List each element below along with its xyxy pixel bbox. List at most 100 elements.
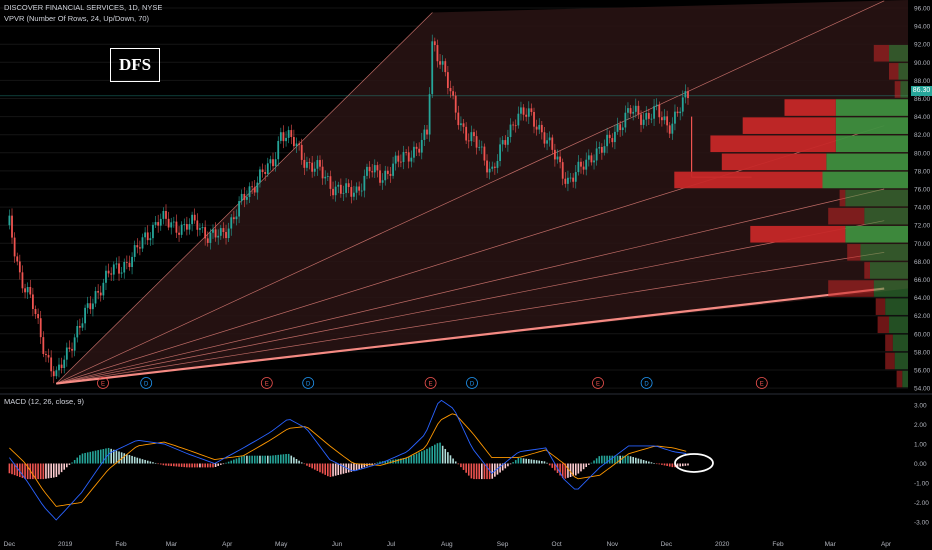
candle-body [180,224,183,235]
vpvr-up-bar [845,225,908,243]
time-axis-tick: Apr [222,541,233,548]
macd-histogram-bar [256,455,259,464]
macd-histogram-bar [139,458,141,464]
macd-histogram-bar [648,461,650,464]
macd-histogram-bar [569,463,572,478]
candle-body [467,140,470,142]
candle-body [661,117,663,121]
macd-histogram-bar [509,463,512,465]
macd-histogram-bar [447,452,449,464]
candle-body [303,159,306,168]
macd-histogram-bar [42,463,45,480]
candle-body [525,114,528,117]
dividend-marker [140,377,153,389]
candle-body [517,113,520,126]
candle-body [110,273,113,275]
candle-body [480,146,483,148]
candle-body [295,143,298,147]
macd-histogram-bar [546,462,548,464]
macd-histogram-bar [632,457,634,464]
macd-histogram-bar [191,463,193,468]
macd-histogram-bar [319,463,321,473]
event-marker-label: E [429,381,433,387]
candle-body [514,125,517,127]
macd-histogram-bar [167,463,170,466]
candle-body [676,111,679,114]
candle-body [611,138,614,143]
macd-histogram-bar [152,462,154,464]
vpvr-indicator-label[interactable]: VPVR (Number Of Rows, 24, Up/Down, 70) [4,14,150,23]
macd-histogram-bar [650,462,653,464]
candle-body [608,134,611,139]
candle-body [128,262,131,267]
macd-histogram-bar [303,463,306,465]
macd-histogram-bar [572,463,574,477]
macd-histogram-bar [186,463,188,468]
candle-body [251,186,254,188]
macd-histogram-bar [50,463,52,478]
candle-body [496,161,499,168]
time-axis-tick: Mar [166,541,178,548]
macd-histogram-bar [541,460,543,464]
macd-histogram-bar [154,462,157,464]
macd-histogram-bar [410,455,413,464]
dfs-logo: DFS [110,48,160,82]
price-axis-tick: 54.00 [914,386,931,393]
price-axis-tick: 82.00 [914,132,931,139]
price-axis-tick: 66.00 [914,277,931,284]
candle-body [185,224,188,230]
candle-body [540,124,543,133]
time-axis-tick: Jun [332,541,343,548]
candle-body [118,263,120,274]
candle-body [650,118,653,120]
candle-body [92,303,94,310]
macd-histogram-bar [554,463,556,471]
macd-histogram-bar [436,443,439,464]
candle-body [366,166,368,176]
candle-body [478,146,481,148]
candle-body [279,132,282,141]
dividend-marker [466,377,478,389]
vpvr-down-bar [721,153,827,171]
price-axis-tick: 88.00 [914,78,931,85]
price-axis-tick: 76.00 [914,187,931,194]
candle-body [538,124,541,130]
vpvr-down-bar [710,135,836,153]
event-marker-label: D [306,381,311,387]
macd-histogram-bar [601,455,603,464]
candle-body [120,272,123,274]
candle-body [264,172,267,174]
candle-body [645,113,648,120]
price-axis-tick: 74.00 [914,205,931,212]
macd-histogram-bar [287,453,290,464]
earnings-marker [755,377,768,389]
candle-body [535,126,538,130]
candle-body [292,137,295,147]
macd-histogram-bar [434,444,436,464]
macd-histogram-bar [538,460,541,464]
macd-histogram-bar [640,459,642,464]
macd-histogram-bar [353,463,355,472]
candle-body [339,184,342,194]
macd-histogram-bar [611,455,614,464]
macd-histogram-bar [449,455,452,464]
macd-indicator-label[interactable]: MACD (12, 26, close, 9) [4,397,85,406]
candle-body [65,347,68,360]
macd-histogram-bar [81,453,84,464]
candle-body [112,264,115,275]
candle-body [212,229,214,233]
macd-histogram-bar [473,463,475,480]
candle-body [298,143,301,145]
candle-body [107,270,110,274]
macd-axis-tick: 3.00 [914,403,927,410]
macd-histogram-bar [113,449,115,464]
macd-histogram-bar [655,463,658,465]
macd-histogram-bar [71,462,73,464]
macd-histogram-bar [261,455,264,464]
candle-body [21,272,24,289]
candle-body [655,104,658,107]
candle-body [306,162,308,168]
candle-body [574,172,577,182]
candle-body [465,126,468,141]
